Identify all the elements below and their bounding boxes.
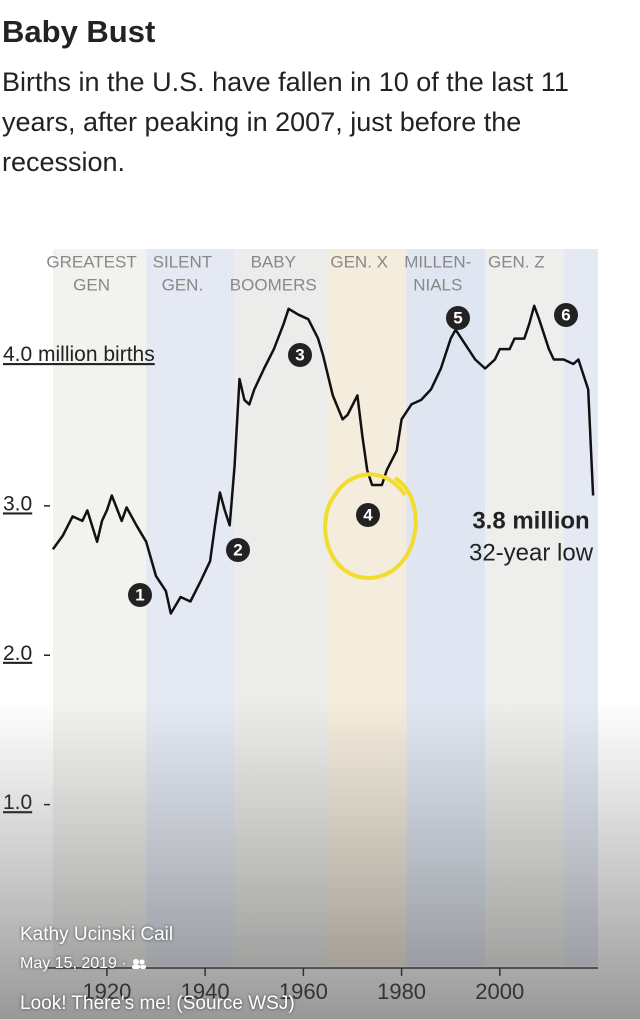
marker-number: 3	[295, 345, 304, 364]
generation-label: SILENT	[153, 252, 213, 271]
marker-number: 4	[363, 505, 373, 524]
y-tick-label: 2.0	[3, 642, 32, 665]
chart-title: Baby Bust	[2, 14, 156, 49]
post-author[interactable]: Kathy Ucinski Cail	[20, 924, 174, 945]
overlay-fade	[0, 700, 640, 1019]
generation-label: BABY	[251, 252, 296, 271]
y-tick-label: 3.0	[3, 492, 32, 515]
generation-label: GEN.	[162, 275, 204, 294]
generation-label: NIALS	[413, 275, 462, 294]
marker-badge	[356, 503, 380, 527]
marker-badge	[288, 343, 312, 367]
generation-label: GEN. X	[330, 252, 388, 271]
highlight-circle	[323, 472, 418, 581]
generation-label: GEN	[73, 275, 110, 294]
marker-number: 5	[453, 308, 462, 327]
marker-number: 6	[561, 305, 570, 324]
y-tick-label: 4.0 million births	[3, 343, 155, 366]
post-date-text: May 15, 2019 ·	[20, 955, 127, 972]
audience-icon	[132, 958, 147, 969]
marker-badge	[128, 583, 152, 607]
marker-number: 1	[135, 585, 144, 604]
births-line	[51, 304, 595, 615]
post-date[interactable]: May 15, 2019 ·	[20, 955, 147, 973]
marker-badge	[554, 303, 578, 327]
marker-badge	[446, 306, 470, 330]
chart-subtitle: Births in the U.S. have fallen in 10 of …	[2, 67, 569, 177]
generation-label: MILLEN-	[404, 252, 471, 271]
generation-label: GEN. Z	[488, 252, 545, 271]
generation-label: BOOMERS	[230, 275, 317, 294]
generation-label: GREATEST	[46, 252, 136, 271]
note-annotation: 32-year low	[469, 539, 594, 566]
marker-badge	[226, 538, 250, 562]
value-annotation: 3.8 million	[472, 507, 589, 534]
post-caption: Look! There's me! (Source WSJ)	[20, 993, 295, 1014]
marker-number: 2	[233, 540, 242, 559]
